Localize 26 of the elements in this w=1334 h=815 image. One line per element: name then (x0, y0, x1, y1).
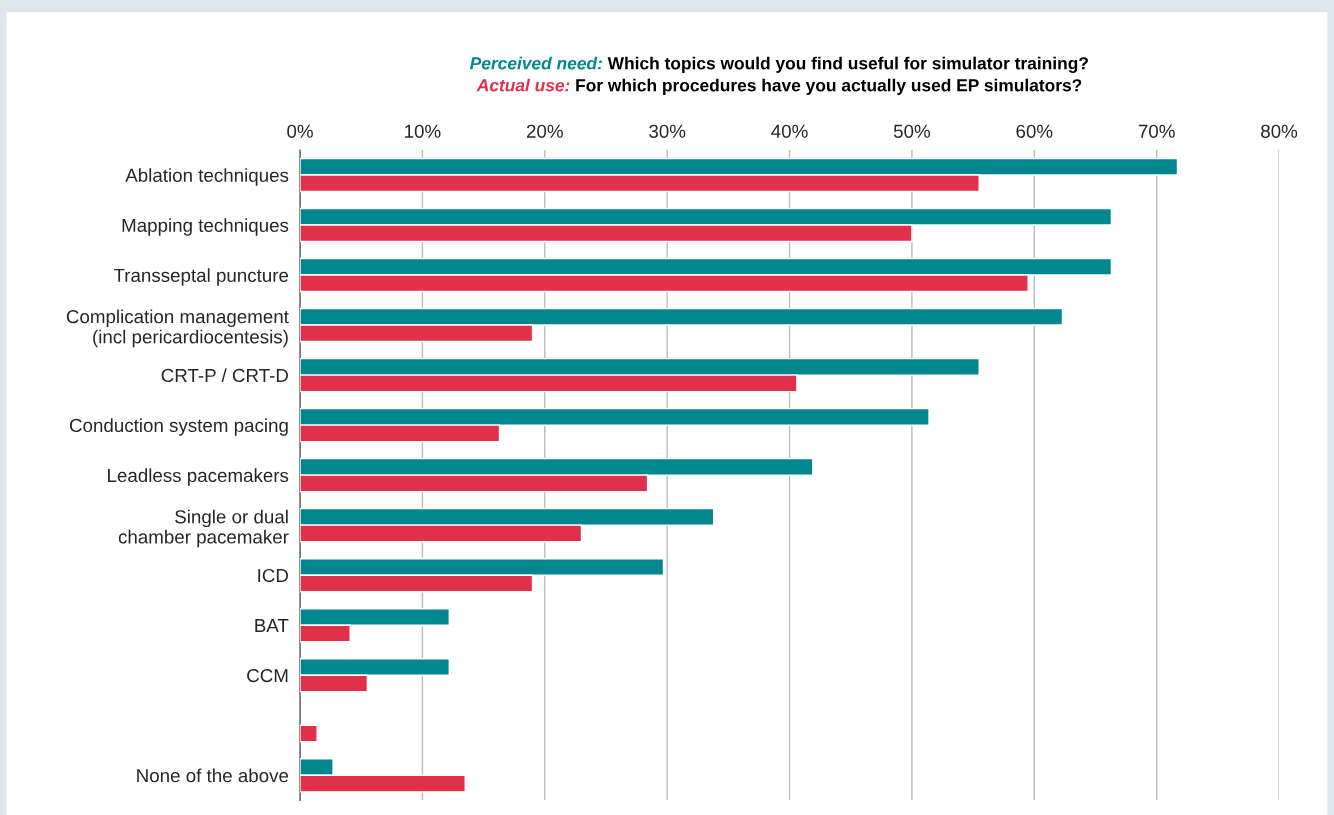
y-tick-label: None of the above (137, 768, 289, 783)
y-tick-label: ICD (258, 568, 289, 583)
x-tick-label: 80% (1261, 124, 1298, 138)
x-tick-label: 50% (893, 124, 930, 138)
y-tick-label: Transseptal puncture (113, 268, 289, 286)
y-tick-label: Ablation techniques (125, 168, 289, 186)
chart-subtitle: For which procedures have you actually used EP simulators? (576, 78, 1082, 95)
text: Perceived need: (470, 56, 602, 70)
y-tick-label: Complication management (incl pericardiocentesis) (66, 309, 289, 348)
y-tick-label: Single or dual chamber pacemaker (118, 509, 289, 548)
y-tick-label: BAT (255, 619, 289, 633)
y-tick-label: Conduction system pacing (69, 418, 288, 436)
x-tick-label: 40% (771, 124, 808, 138)
x-tick-label: 60% (1016, 124, 1053, 138)
text: Actual use: (476, 78, 570, 92)
x-tick-label: 0% (287, 124, 313, 138)
x-tick-label: 10% (405, 124, 441, 138)
y-tick-label: Mapping techniques (122, 218, 289, 236)
bar (300, 724, 318, 743)
x-tick-label: 30% (649, 124, 686, 138)
y-tick-label: CRT-P / CRT-D (161, 368, 289, 383)
x-tick-label: 70% (1138, 124, 1175, 138)
y-tick-label: CCM (247, 668, 288, 683)
x-tick-label: 20% (526, 124, 563, 138)
chart-title: Which topics would you find useful for simulator training? (607, 56, 1088, 73)
y-tick-label: Leadless pacemakers (108, 468, 289, 486)
